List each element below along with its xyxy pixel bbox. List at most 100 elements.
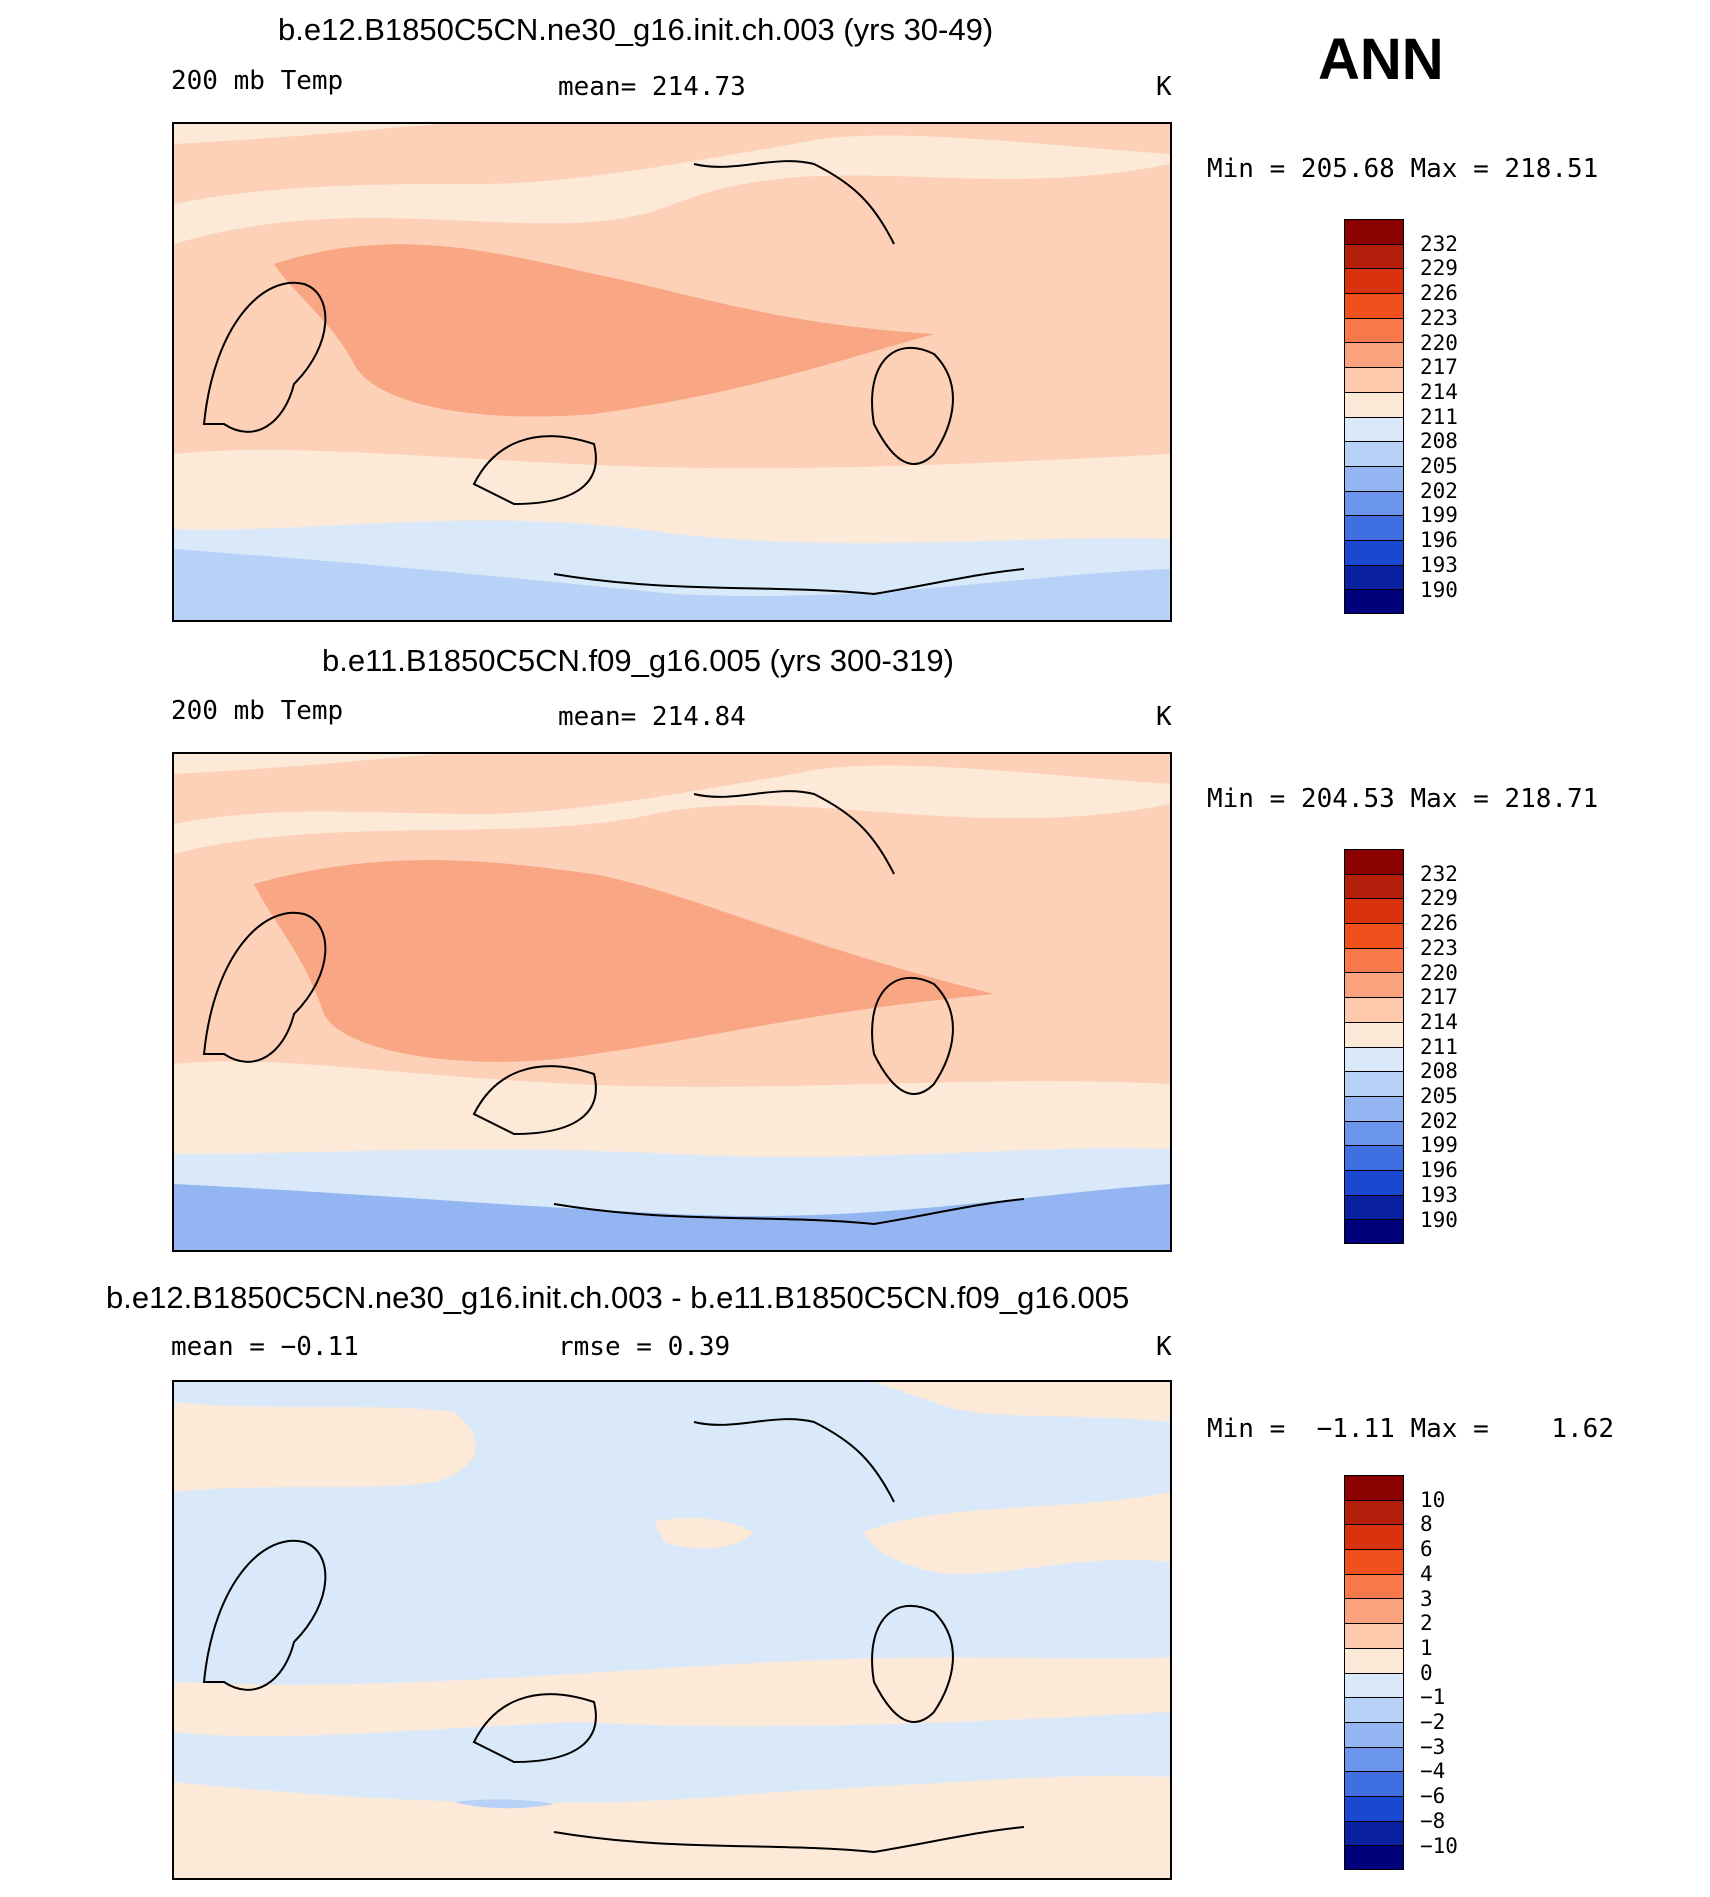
colorbar-tick-label: 220 [1420,330,1458,355]
colorbar-tick-label: 190 [1420,577,1458,602]
colorbar-cell [1344,1697,1404,1722]
colorbar-cell [1344,1623,1404,1648]
field-region [654,1419,874,1552]
colorbar-cell [1344,1194,1404,1220]
colorbar-cell [1344,416,1404,442]
colorbar-cell [1344,1647,1404,1673]
panel2-minmax: Min = 204.53 Max = 218.71 [1207,784,1599,814]
panel1-minmax: Min = 205.68 Max = 218.51 [1207,154,1599,184]
colorbar-cell [1344,465,1404,491]
field-region [174,124,1170,204]
colorbar-tick-label: 4 [1420,1561,1433,1586]
colorbar-tick-label: 214 [1420,379,1458,404]
colorbar-cell [1344,1598,1404,1624]
panel1-units-label: K [1156,72,1172,102]
colorbar-cell [1344,1095,1404,1121]
colorbar-cell [1344,1771,1404,1796]
colorbar-tick-label: 2 [1420,1611,1433,1636]
colorbar-cell [1344,1499,1404,1525]
colorbar-tick-label: 223 [1420,305,1458,330]
field-region [454,1799,554,1809]
colorbar-cell [1344,1845,1404,1870]
colorbar-cell [1344,367,1404,392]
field-region [174,754,1170,824]
panel2-variable-label: 200 mb Temp [171,696,344,726]
colorbar-tick-label: 208 [1420,429,1458,454]
panel1-map [172,122,1172,622]
colorbar-cell [1344,873,1404,899]
colorbar-tick-label: 202 [1420,478,1458,503]
colorbar-cell [1344,515,1404,540]
panel2-colorbar [1344,849,1404,1244]
field-region [254,860,994,1062]
panel3-units-label: K [1156,1332,1172,1362]
field-region [274,244,934,417]
colorbar-tick-label: 3 [1420,1586,1433,1611]
colorbar-cell [1344,490,1404,516]
panel1-colorbar [1344,219,1404,614]
panel2-units-label: K [1156,702,1172,732]
colorbar-tick-label: 229 [1420,886,1458,911]
field-region [174,1657,1170,1737]
colorbar-tick-label: −2 [1420,1710,1446,1734]
colorbar-tick-label: 205 [1420,454,1458,478]
colorbar-cell [1344,849,1404,874]
colorbar-tick-label: 220 [1420,960,1458,985]
colorbar-cell [1344,391,1404,417]
colorbar-tick-label: −4 [1420,1759,1446,1784]
colorbar-cell [1344,293,1404,318]
colorbar-tick-label: 208 [1420,1059,1458,1084]
colorbar-cell [1344,898,1404,924]
field-region [174,1402,476,1492]
panel3-rmse-label: rmse = 0.39 [558,1332,731,1362]
panel1-mean-label: mean= 214.73 [558,72,746,102]
panel2-mean-label: mean= 214.84 [558,702,746,732]
panel3-minmax: Min = −1.11 Max = 1.62 [1207,1414,1614,1444]
colorbar-tick-label: 193 [1420,1182,1458,1207]
colorbar-cell [1344,1672,1404,1698]
coastlines [202,790,1025,1226]
colorbar-cell [1344,1573,1404,1599]
colorbar-cell [1344,1549,1404,1574]
colorbar-cell [1344,1219,1404,1244]
colorbar-cell [1344,1169,1404,1195]
colorbar-cell [1344,947,1404,973]
colorbar-tick-label: 196 [1420,1158,1458,1183]
colorbar-tick-label: 232 [1420,231,1458,256]
colorbar-cell [1344,1120,1404,1146]
colorbar-cell [1344,564,1404,590]
colorbar-cell [1344,972,1404,998]
colorbar-cell [1344,1145,1404,1170]
colorbar-cell [1344,1746,1404,1772]
coastlines [202,160,1025,596]
panel3-mean-label: mean = −0.11 [171,1332,359,1362]
field-region [654,1517,754,1549]
colorbar-cell [1344,243,1404,269]
colorbar-tick-label: 1 [1420,1635,1433,1660]
panel1-variable-label: 200 mb Temp [171,66,344,96]
colorbar-cell [1344,317,1404,343]
colorbar-tick-label: 199 [1420,1133,1458,1158]
panel3-map [172,1380,1172,1880]
colorbar-tick-label: 226 [1420,911,1458,936]
colorbar-cell [1344,1524,1404,1550]
colorbar-cell [1344,342,1404,368]
panel3-colorbar [1344,1475,1404,1870]
colorbar-cell [1344,219,1404,244]
colorbar-tick-label: 6 [1420,1537,1433,1562]
colorbar-tick-label: 10 [1420,1487,1446,1512]
season-label: ANN [1318,27,1444,92]
panel1-title: b.e12.B1850C5CN.ne30_g16.init.ch.003 (yr… [278,12,994,47]
colorbar-tick-label: 199 [1420,503,1458,528]
colorbar-tick-label: 193 [1420,552,1458,577]
colorbar-cell [1344,1071,1404,1096]
colorbar-tick-label: 190 [1420,1207,1458,1232]
colorbar-cell [1344,1795,1404,1821]
colorbar-cell [1344,997,1404,1022]
colorbar-tick-label: 196 [1420,528,1458,553]
colorbar-cell [1344,539,1404,565]
colorbar-tick-label: 229 [1420,256,1458,281]
panel2-title: b.e11.B1850C5CN.f09_g16.005 (yrs 300-319… [322,643,954,678]
colorbar-tick-label: 217 [1420,985,1458,1010]
colorbar-tick-label: −1 [1420,1685,1446,1710]
